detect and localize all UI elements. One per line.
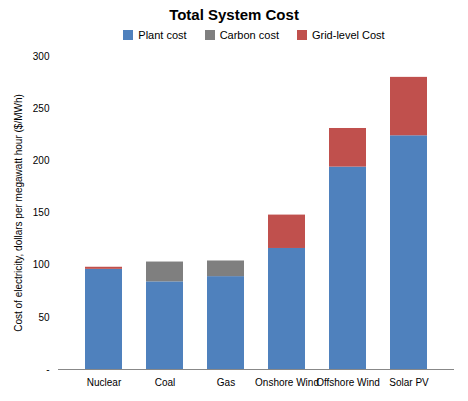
svg-text:250: 250 [33, 103, 50, 114]
svg-text:Solar PV: Solar PV [389, 377, 429, 388]
svg-text:-: - [46, 364, 49, 375]
svg-text:50: 50 [38, 312, 50, 323]
svg-text:Gas: Gas [217, 377, 235, 388]
svg-text:Nuclear: Nuclear [87, 377, 122, 388]
html-text:Total System Cost: Total System Cost [169, 6, 299, 23]
svg-text:Cost of electricity, dollars p: Cost of electricity, dollars per megawat… [13, 94, 24, 332]
svg-text:300: 300 [33, 51, 50, 62]
html-text:Plant cost: Plant cost [138, 29, 187, 41]
html-text:Carbon cost: Carbon cost [219, 29, 279, 41]
svg-text:100: 100 [33, 259, 50, 270]
svg-text:Onshore Wind: Onshore Wind [255, 377, 319, 388]
svg-text:150: 150 [33, 207, 50, 218]
html-text:Grid-level Cost: Grid-level Cost [311, 29, 385, 41]
svg-text:Coal: Coal [155, 377, 176, 388]
svg-text:Offshore Wind: Offshore Wind [316, 377, 380, 388]
svg-text:200: 200 [33, 155, 50, 166]
